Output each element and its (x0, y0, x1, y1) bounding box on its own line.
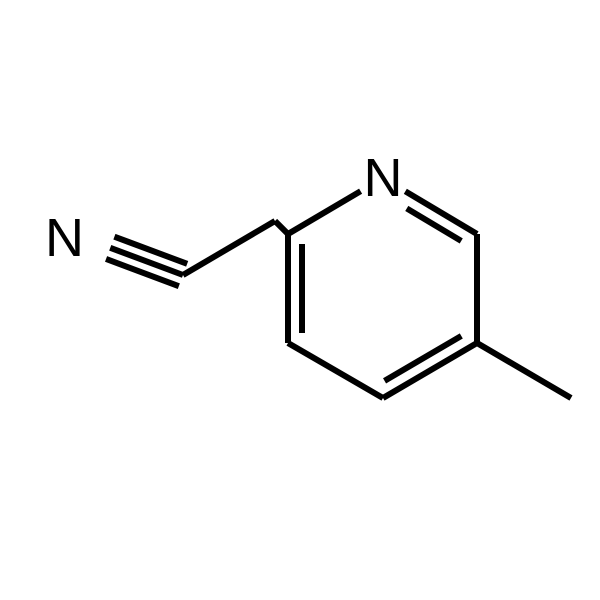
molecule-diagram: NN (0, 0, 600, 600)
n-nitrile-label: N (45, 208, 84, 268)
n-ring-label: N (364, 148, 403, 208)
